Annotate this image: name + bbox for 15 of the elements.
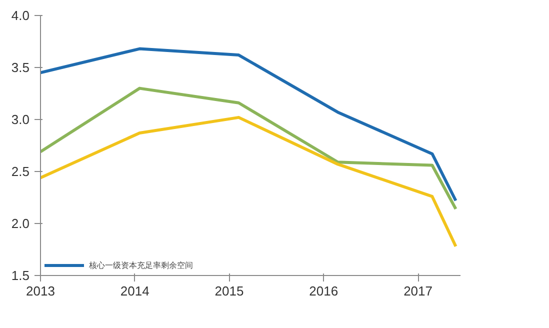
line-series xyxy=(40,86,458,210)
legend-label: 核心一级资本充足率剩余空间 xyxy=(89,260,193,271)
y-tick-label: 3.0 xyxy=(11,112,30,127)
x-tick-label: 2015 xyxy=(214,284,244,298)
line-series xyxy=(40,116,458,248)
x-tick-label: 2013 xyxy=(26,284,55,298)
x-tick-label: 2014 xyxy=(120,284,150,298)
y-tick-label: 2.5 xyxy=(11,164,30,179)
y-tick-label: 4.0 xyxy=(11,8,30,23)
x-tick-label: 2017 xyxy=(404,284,432,298)
line-series xyxy=(40,47,458,202)
y-tick-label: 3.5 xyxy=(11,60,30,75)
x-tick-label: 2016 xyxy=(309,284,338,298)
y-tick-label: 1.5 xyxy=(11,268,30,283)
y-tick-label: 2.0 xyxy=(11,216,30,231)
